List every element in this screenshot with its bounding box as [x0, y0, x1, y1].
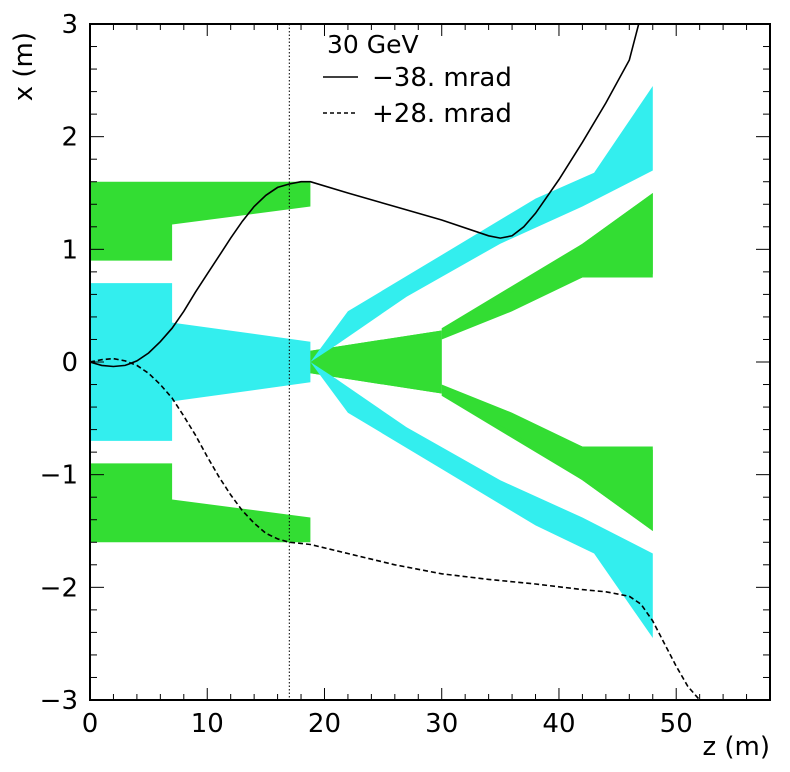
green-lower-arm [441, 384, 653, 531]
x-tick-label: 30 [425, 709, 458, 739]
cyan-central-beam [90, 283, 311, 441]
green-lower-magnet [90, 463, 311, 543]
x-tick-label: 0 [82, 709, 99, 739]
cyan-upper-arm [310, 86, 653, 362]
legend-label-solid: −38. mrad [372, 63, 512, 93]
x-tick-label: 10 [191, 709, 224, 739]
y-tick-label: −3 [40, 686, 78, 716]
x-axis-label: z (m) [702, 732, 770, 762]
green-upper-magnet [90, 181, 311, 261]
beam-envelope-regions [90, 86, 653, 638]
legend: 30 GeV −38. mrad +28. mrad [323, 30, 512, 129]
green-upper-arm [441, 193, 653, 340]
y-tick-label: 0 [61, 348, 78, 378]
x-tick-label: 40 [542, 709, 575, 739]
y-tick-label: 3 [61, 10, 78, 40]
series-line-1 [90, 357, 701, 700]
trajectory-series [90, 24, 701, 700]
legend-title: 30 GeV [327, 30, 419, 59]
y-tick-label: −1 [40, 461, 78, 491]
y-tick-label: 2 [61, 123, 78, 153]
cyan-lower-arm [310, 362, 653, 638]
y-tick-label: 1 [61, 235, 78, 265]
y-axis-label: x (m) [9, 32, 39, 101]
x-tick-label: 50 [660, 709, 693, 739]
series-line-0 [90, 24, 640, 368]
green-central-core [310, 330, 442, 394]
x-tick-label: 20 [308, 709, 341, 739]
y-tick-label: −2 [40, 573, 78, 603]
axis-ticks: 0 10 20 30 40 50 −3 −2 −1 0 1 2 3 [40, 10, 771, 739]
legend-label-dashed: +28. mrad [372, 99, 512, 129]
